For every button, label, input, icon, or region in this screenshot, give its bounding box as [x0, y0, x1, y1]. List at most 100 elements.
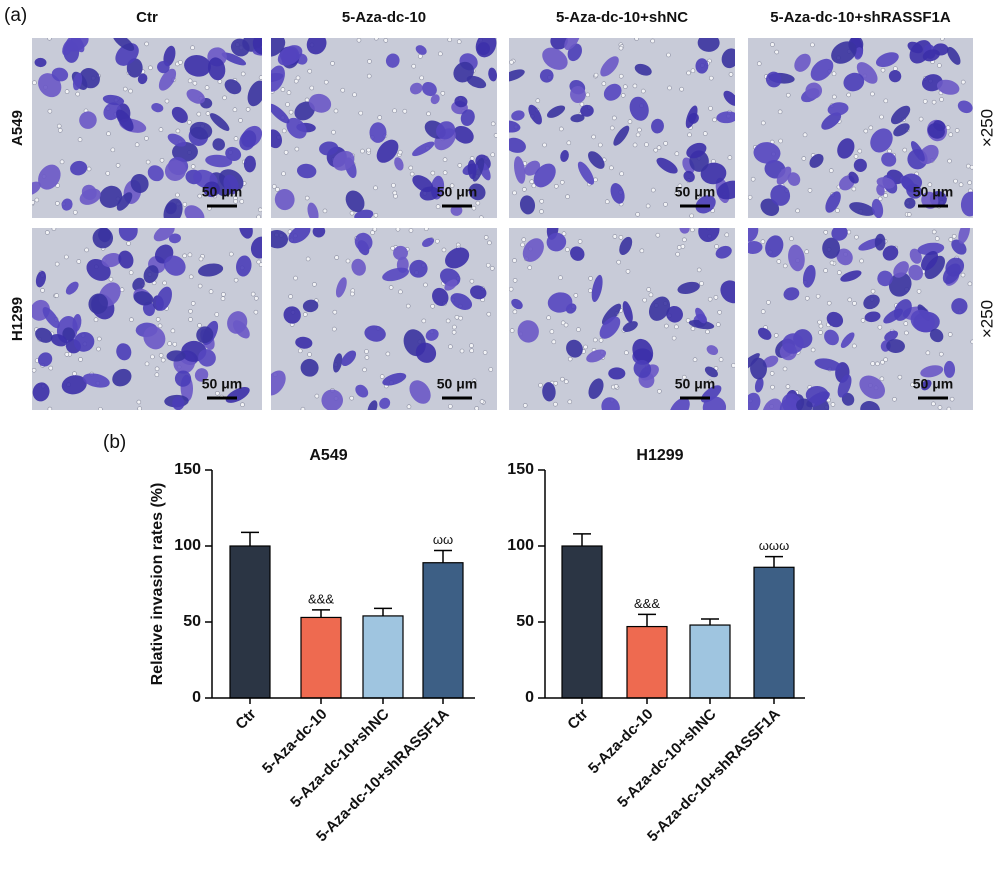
pore — [829, 260, 835, 266]
pore — [441, 247, 447, 253]
pore — [208, 289, 214, 294]
cell — [698, 228, 720, 242]
cell — [271, 38, 286, 57]
pore — [190, 45, 195, 50]
pore — [832, 94, 837, 100]
pore — [801, 156, 807, 161]
pore — [478, 215, 484, 218]
cell — [167, 133, 187, 147]
cell — [79, 67, 100, 89]
x-tick-label: 5-Aza-dc-10+shRASSF1A — [644, 705, 784, 845]
cell — [345, 190, 365, 213]
pore — [601, 81, 607, 86]
cell — [158, 68, 177, 91]
pore — [714, 244, 719, 249]
y-tick-label: 100 — [174, 537, 201, 554]
pore — [527, 265, 533, 270]
cell — [189, 121, 213, 140]
pore — [451, 329, 457, 335]
pore — [258, 262, 262, 268]
cell — [300, 358, 319, 377]
pore — [675, 251, 680, 257]
pore — [560, 376, 565, 382]
pore — [879, 376, 885, 382]
pore — [390, 245, 395, 251]
cell — [610, 183, 625, 204]
cell — [112, 38, 135, 51]
cell — [354, 232, 373, 252]
cell — [335, 277, 347, 298]
cell — [475, 38, 497, 58]
cell — [588, 378, 604, 399]
row-label: A549 — [9, 110, 26, 146]
pore — [275, 187, 280, 192]
cell — [951, 298, 968, 315]
pore — [366, 73, 372, 79]
pore — [539, 209, 544, 214]
pore — [565, 194, 570, 199]
pore — [45, 230, 50, 235]
cell — [577, 161, 595, 185]
pore — [644, 142, 649, 147]
cell — [239, 228, 253, 239]
pore — [197, 283, 203, 289]
pore — [618, 235, 624, 240]
cell — [787, 172, 801, 186]
cell — [513, 156, 526, 184]
pore — [281, 171, 286, 177]
pore — [756, 61, 762, 66]
scale-bar-label: 50 μm — [675, 184, 715, 200]
scale-bar-label: 50 μm — [913, 376, 953, 392]
pore — [692, 357, 698, 362]
pore — [197, 193, 203, 199]
pore — [438, 51, 443, 57]
cell — [622, 321, 638, 332]
pore — [702, 131, 708, 136]
pore — [946, 406, 952, 410]
pore — [563, 322, 569, 328]
cell — [888, 70, 902, 83]
pore — [970, 339, 973, 345]
cell — [716, 111, 735, 124]
cell — [622, 301, 633, 323]
pore — [188, 274, 194, 280]
scale-bar-label: 50 μm — [913, 184, 953, 200]
pore — [322, 208, 328, 214]
cell — [809, 153, 824, 168]
pore — [509, 286, 514, 292]
pore — [663, 141, 668, 146]
cell — [509, 120, 521, 133]
pore — [421, 318, 427, 324]
cell — [906, 183, 922, 199]
pore — [853, 154, 859, 159]
micrograph-content — [32, 228, 262, 410]
pore — [305, 256, 311, 262]
cell — [37, 352, 53, 367]
cell — [783, 287, 800, 301]
cell — [837, 138, 855, 159]
panel-label: (b) — [103, 432, 126, 453]
pore — [490, 121, 496, 127]
pore — [609, 165, 614, 171]
bar — [362, 615, 404, 699]
pore — [323, 79, 329, 85]
cell — [296, 163, 317, 179]
pore — [233, 136, 239, 141]
cell — [888, 272, 912, 297]
cell — [608, 367, 626, 380]
cell — [470, 285, 487, 300]
cell — [376, 139, 399, 163]
pore — [108, 276, 114, 282]
pore — [542, 142, 547, 148]
bar — [300, 616, 342, 699]
pore — [880, 359, 885, 365]
pore — [551, 339, 557, 345]
cell — [466, 75, 487, 89]
pore — [563, 379, 569, 384]
pore — [632, 142, 638, 148]
pore — [778, 138, 783, 144]
cell — [116, 343, 132, 361]
pore — [777, 109, 783, 115]
cell — [825, 191, 841, 213]
pore — [144, 41, 149, 47]
